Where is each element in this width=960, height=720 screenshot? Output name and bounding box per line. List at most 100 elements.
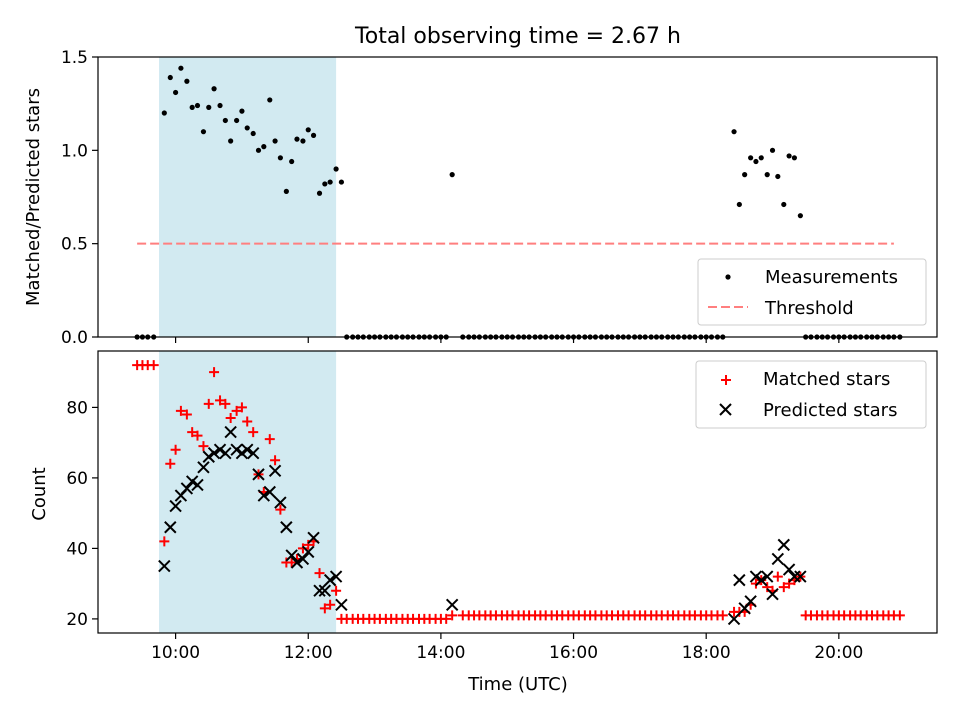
measurement-point: [283, 188, 289, 194]
count-legend-box: [695, 360, 927, 429]
x-tick-label: 18:00: [682, 643, 731, 663]
measurement-point: [250, 130, 256, 137]
predicted-star-point: [755, 573, 768, 587]
measurement-point: [305, 127, 311, 133]
measurement-point: [217, 102, 223, 109]
measurement-point: [178, 65, 184, 71]
matched-star-point: [331, 585, 342, 596]
y-tick-label: 20: [66, 610, 88, 630]
matched-star-point: [325, 599, 336, 610]
measurement-point: [753, 158, 759, 165]
measurement-point: [781, 201, 787, 208]
x-axis-label: Time (UTC): [467, 674, 568, 695]
count-y-axis-label: Count: [29, 467, 50, 520]
matched-star-point: [209, 367, 220, 378]
x-tick-label: 10:00: [151, 643, 200, 663]
measurement-point: [272, 138, 278, 144]
y-tick-label: 0.0: [61, 328, 88, 348]
measurement-point: [764, 172, 770, 178]
measurement-point: [289, 158, 295, 165]
predicted-star-point: [766, 588, 779, 601]
matched-star-point: [319, 603, 330, 614]
measurement-point: [222, 117, 228, 124]
predicted-legend-marker: [719, 403, 732, 416]
predicted-star-point: [158, 559, 171, 573]
matched-star-point: [441, 613, 452, 624]
matched-star-point: [275, 504, 286, 515]
predicted-star-point: [782, 563, 796, 576]
ratio-y-axis-label: Matched/Predicted stars: [23, 88, 44, 306]
matched-legend-marker: [721, 375, 731, 385]
measurement-point: [234, 117, 240, 124]
predicted-star-point: [335, 598, 348, 612]
measurement-point: [300, 138, 306, 144]
predicted-star-point: [296, 552, 310, 566]
matched-star-point: [192, 430, 203, 441]
matched-star-point: [170, 444, 181, 455]
measurement-point: [184, 78, 190, 84]
predicted-star-point: [180, 482, 194, 495]
predicted-star-point: [307, 531, 320, 545]
matched-star-point: [762, 582, 773, 593]
measurement-point: [775, 173, 781, 180]
predicted-star-point: [224, 425, 237, 439]
y-tick-label: 1.5: [61, 48, 88, 68]
y-tick-label: 1.0: [61, 141, 88, 161]
measurement-point: [333, 166, 339, 172]
chart-title: Total observing time = 2.67 h: [354, 24, 681, 49]
predicted-star-point: [241, 443, 254, 456]
predicted-star-point: [313, 584, 326, 597]
y-tick-label: 60: [66, 469, 88, 489]
predicted-star-point: [230, 443, 243, 456]
matched-star-point: [717, 610, 728, 621]
measurements-legend-label: Measurements: [765, 267, 898, 288]
matched-star-point: [784, 578, 795, 589]
matched-star-point: [236, 402, 247, 413]
count-shaded-region: [159, 351, 337, 633]
measurement-point: [758, 155, 764, 161]
measurement-point: [327, 179, 333, 185]
matched-star-point: [175, 405, 186, 416]
predicted-star-point: [274, 496, 287, 509]
predicted-star-point: [257, 489, 271, 502]
x-tick-label: 20:00: [814, 643, 863, 663]
measurement-point: [194, 102, 201, 109]
predicted-star-point: [235, 447, 249, 460]
matched-star-point: [198, 441, 209, 452]
predicted-star-point: [185, 475, 199, 488]
matched-star-point: [242, 416, 253, 427]
matched-star-point: [248, 427, 259, 438]
measurement-point: [791, 155, 798, 161]
predicted-star-point: [794, 570, 807, 583]
predicted-star-point: [219, 447, 232, 460]
predicted-star-point: [202, 450, 215, 463]
x-tick-label: 14:00: [416, 643, 465, 663]
measurement-point: [742, 172, 748, 178]
measurement-point: [255, 147, 262, 153]
ratio-shaded-region: [159, 57, 337, 337]
ratio-legend: Measurements Threshold: [697, 258, 927, 326]
measurement-point: [797, 213, 803, 219]
predicted-star-point: [164, 521, 177, 534]
measurement-point: [261, 144, 267, 150]
predicted-star-point: [749, 570, 763, 583]
predicted-star-point: [777, 538, 790, 552]
matched-star-point: [181, 409, 192, 420]
predicted-star-point: [207, 447, 221, 460]
predicted-star-point: [323, 573, 337, 587]
predicted-star-point: [197, 461, 210, 474]
threshold-legend-label: Threshold: [764, 298, 854, 319]
matched-star-point: [159, 536, 170, 547]
x-tick-label: 16:00: [549, 643, 598, 663]
y-tick-label: 40: [66, 539, 88, 559]
matched-star-point: [270, 455, 281, 466]
ratio-legend-box: [697, 258, 927, 326]
matched-star-point: [303, 539, 314, 550]
measurements-legend-marker: [725, 274, 731, 280]
count-panel-frame: [97, 350, 938, 634]
matched-star-point: [203, 398, 214, 409]
x-tick-label: 12:00: [284, 643, 333, 663]
predicted-star-point: [252, 468, 265, 481]
measurement-point: [748, 155, 754, 161]
